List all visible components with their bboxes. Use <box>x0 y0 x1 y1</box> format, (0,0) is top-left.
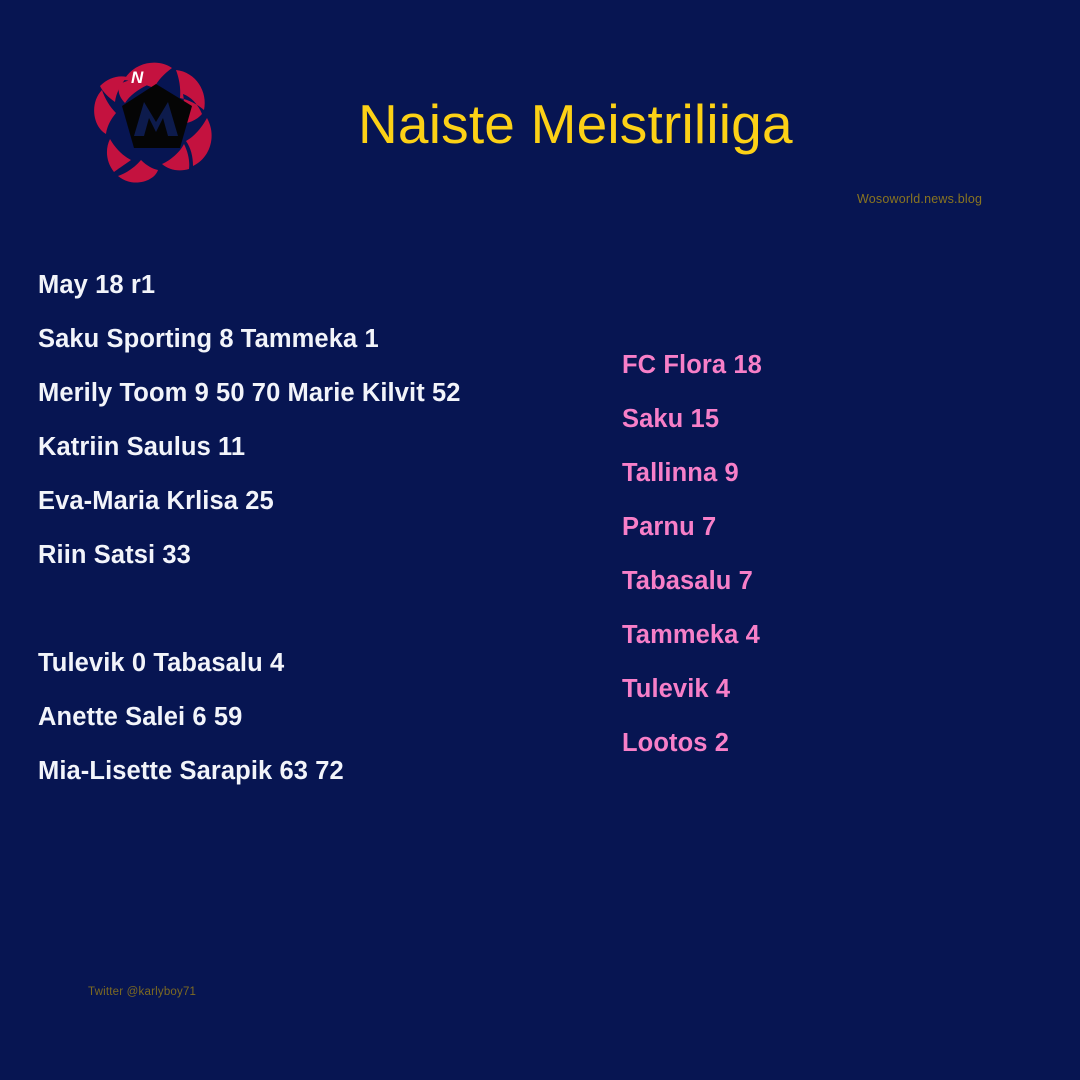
result-scorers: Mia-Lisette Sarapik 63 72 <box>38 757 344 785</box>
standings-row: Parnu 7 <box>622 513 717 541</box>
page-title: Naiste Meistriliiga <box>358 93 793 155</box>
logo-petals <box>94 62 212 183</box>
match-results-column: May 18 r1 Saku Sporting 8 Tammeka 1 Meri… <box>38 258 598 798</box>
result-scorers: Riin Satsi 33 <box>38 541 191 569</box>
result-round-header: May 18 r1 <box>38 271 156 299</box>
standings-row: Tallinna 9 <box>622 459 739 487</box>
standings-row: Lootos 2 <box>622 729 730 757</box>
result-spacer <box>38 582 598 636</box>
twitter-credit: Twitter @karlyboy71 <box>88 986 197 998</box>
logo-n-letter: N <box>131 68 144 87</box>
league-standings-column: FC Flora 18 Saku 15 Tallinna 9 Parnu 7 T… <box>622 338 1022 770</box>
result-scorers: Katriin Saulus 11 <box>38 433 246 461</box>
standings-row: Saku 15 <box>622 405 720 433</box>
watermark-blog-url: Wosoworld.news.blog <box>857 192 983 206</box>
standings-row: Tabasalu 7 <box>622 567 753 595</box>
result-scorers: Eva-Maria Krlisa 25 <box>38 487 274 515</box>
logo-m-mark <box>134 102 178 136</box>
result-match-score: Tulevik 0 Tabasalu 4 <box>38 649 285 677</box>
result-scorers: Merily Toom 9 50 70 Marie Kilvit 52 <box>38 379 461 407</box>
result-match-score: Saku Sporting 8 Tammeka 1 <box>38 325 379 353</box>
standings-row: Tammeka 4 <box>622 621 760 649</box>
naiste-meistriliiga-logo: N <box>84 48 228 192</box>
standings-row: FC Flora 18 <box>622 351 762 379</box>
standings-row: Tulevik 4 <box>622 675 731 703</box>
result-scorers: Anette Salei 6 59 <box>38 703 243 731</box>
logo-icon: N <box>94 62 212 183</box>
